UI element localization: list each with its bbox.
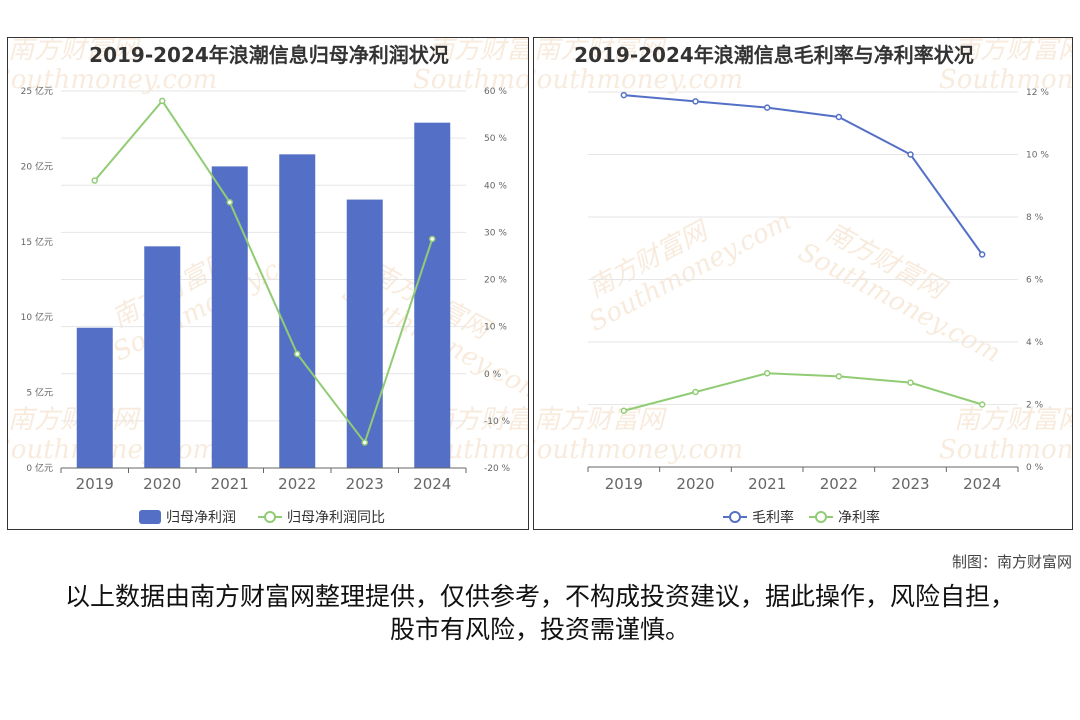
point-net-margin: [907, 379, 914, 386]
watermark-en-text: Southmoney.com: [413, 65, 528, 95]
x-tick-label: 2022: [278, 475, 316, 493]
y-right-tick: 2 %: [1026, 401, 1044, 411]
x-tick-label: 2023: [891, 475, 929, 493]
point-gross-margin: [692, 98, 699, 105]
watermark-en-text: Southmoney.com: [939, 435, 1072, 465]
point-net-margin: [978, 401, 986, 408]
margin-chart: 南方财富网Southmoney.com南方财富网Southmoney.com南方…: [534, 38, 1072, 526]
x-tick-label: 2024: [413, 475, 451, 493]
point-gross-margin: [907, 151, 914, 158]
y-left-tick: 25 亿元: [21, 85, 53, 97]
point-net-margin: [620, 407, 628, 414]
line-gross-margin: [623, 94, 983, 256]
bar-net-profit: [414, 122, 451, 468]
net-profit-chart: 南方财富网Southmoney.com南方财富网Southmoney.com南方…: [8, 38, 528, 526]
y-right-tick: 8 %: [1026, 213, 1044, 223]
y-right-tick: 0 %: [484, 370, 502, 380]
y-right-tick: -20 %: [484, 464, 511, 474]
watermark-en-text: Southmoney.com: [939, 65, 1072, 95]
x-tick-label: 2021: [211, 475, 249, 493]
x-tick-label: 2021: [748, 475, 786, 493]
watermark-cn-text: 南方财富网: [954, 38, 1072, 65]
y-right-tick: -10 %: [484, 417, 511, 427]
legend-swatch-bar: [139, 510, 161, 524]
legend-label: 净利率: [838, 509, 880, 526]
y-right-tick: 6 %: [1026, 276, 1044, 286]
legend-label: 归母净利润: [166, 509, 236, 526]
bar-net-profit: [279, 154, 316, 468]
y-left-tick: 15 亿元: [21, 236, 53, 248]
bar-net-profit: [144, 246, 181, 468]
watermark-en-text: Southmoney.com: [534, 65, 743, 95]
legend-label: 毛利率: [752, 509, 794, 526]
point-net-margin: [763, 370, 771, 377]
point-net-profit-yoy: [429, 235, 436, 243]
y-right-tick: 10 %: [484, 323, 507, 333]
y-right-tick: 20 %: [484, 276, 507, 286]
x-tick-label: 2020: [143, 475, 181, 493]
disclaimer-text: 以上数据由南方财富网整理提供，仅供参考，不构成投资建议，据此操作，风险自担，股市…: [64, 582, 1015, 644]
watermark-cn-text: 南方财富网: [8, 405, 141, 435]
legend-swatch-marker: [264, 511, 276, 523]
chart-panel-net-profit: 南方财富网Southmoney.com南方财富网Southmoney.com南方…: [7, 37, 529, 530]
point-net-profit-yoy: [294, 350, 301, 358]
legend-swatch-marker: [815, 511, 827, 523]
y-left-tick: 20 亿元: [21, 160, 53, 172]
bar-net-profit: [346, 199, 383, 469]
legend-label: 归母净利润同比: [287, 509, 385, 526]
point-net-margin: [835, 373, 843, 380]
line-net-margin: [623, 372, 983, 412]
point-net-profit-yoy: [361, 439, 368, 446]
chart-credit: 制图：南方财富网: [951, 553, 1072, 571]
y-right-tick: 30 %: [484, 228, 507, 238]
line-net-profit-yoy: [93, 99, 434, 445]
x-tick-label: 2024: [963, 475, 1001, 493]
y-right-tick: 10 %: [1026, 151, 1049, 161]
watermark-cn-text: 南方财富网: [534, 405, 667, 435]
y-left-tick: 10 亿元: [21, 311, 53, 323]
bar-net-profit: [76, 327, 113, 468]
point-net-margin: [692, 388, 699, 396]
watermark-cn-text: 南方财富网: [954, 405, 1072, 435]
point-net-profit-yoy: [91, 177, 98, 184]
y-right-tick: 0 %: [1026, 463, 1044, 473]
watermark-en-text: Southmoney.com: [8, 65, 217, 95]
watermark-en-text: Southmoney.com: [534, 435, 743, 465]
y-left-tick: 0 亿元: [26, 462, 53, 474]
y-right-tick: 50 %: [484, 134, 507, 144]
x-tick-label: 2020: [676, 475, 714, 493]
x-tick-label: 2019: [605, 475, 643, 493]
watermark-cn-text: 南方财富网: [8, 38, 141, 65]
y-right-tick: 60 %: [484, 87, 507, 97]
point-gross-margin: [763, 104, 771, 111]
point-gross-margin: [620, 91, 628, 99]
watermark-cn-text: 南方财富网: [428, 38, 528, 65]
point-gross-margin: [978, 251, 986, 258]
legend-swatch-marker: [729, 511, 741, 523]
point-net-profit-yoy: [226, 198, 233, 206]
x-tick-label: 2022: [820, 475, 858, 493]
point-net-profit-yoy: [159, 97, 166, 105]
y-left-tick: 5 亿元: [26, 387, 53, 399]
x-tick-label: 2023: [346, 475, 384, 493]
chart-title: 2019-2024年浪潮信息毛利率与净利率状况: [574, 43, 974, 67]
point-gross-margin: [835, 113, 843, 121]
y-right-tick: 4 %: [1026, 338, 1044, 348]
x-tick-label: 2019: [76, 475, 114, 493]
chart-title: 2019-2024年浪潮信息归母净利润状况: [89, 43, 449, 67]
y-right-tick: 40 %: [484, 181, 507, 191]
bar-net-profit: [211, 166, 248, 468]
chart-panel-margins: 南方财富网Southmoney.com南方财富网Southmoney.com南方…: [533, 37, 1073, 530]
watermark-cn-text: 南方财富网: [534, 38, 667, 65]
y-right-tick: 12 %: [1026, 88, 1049, 98]
